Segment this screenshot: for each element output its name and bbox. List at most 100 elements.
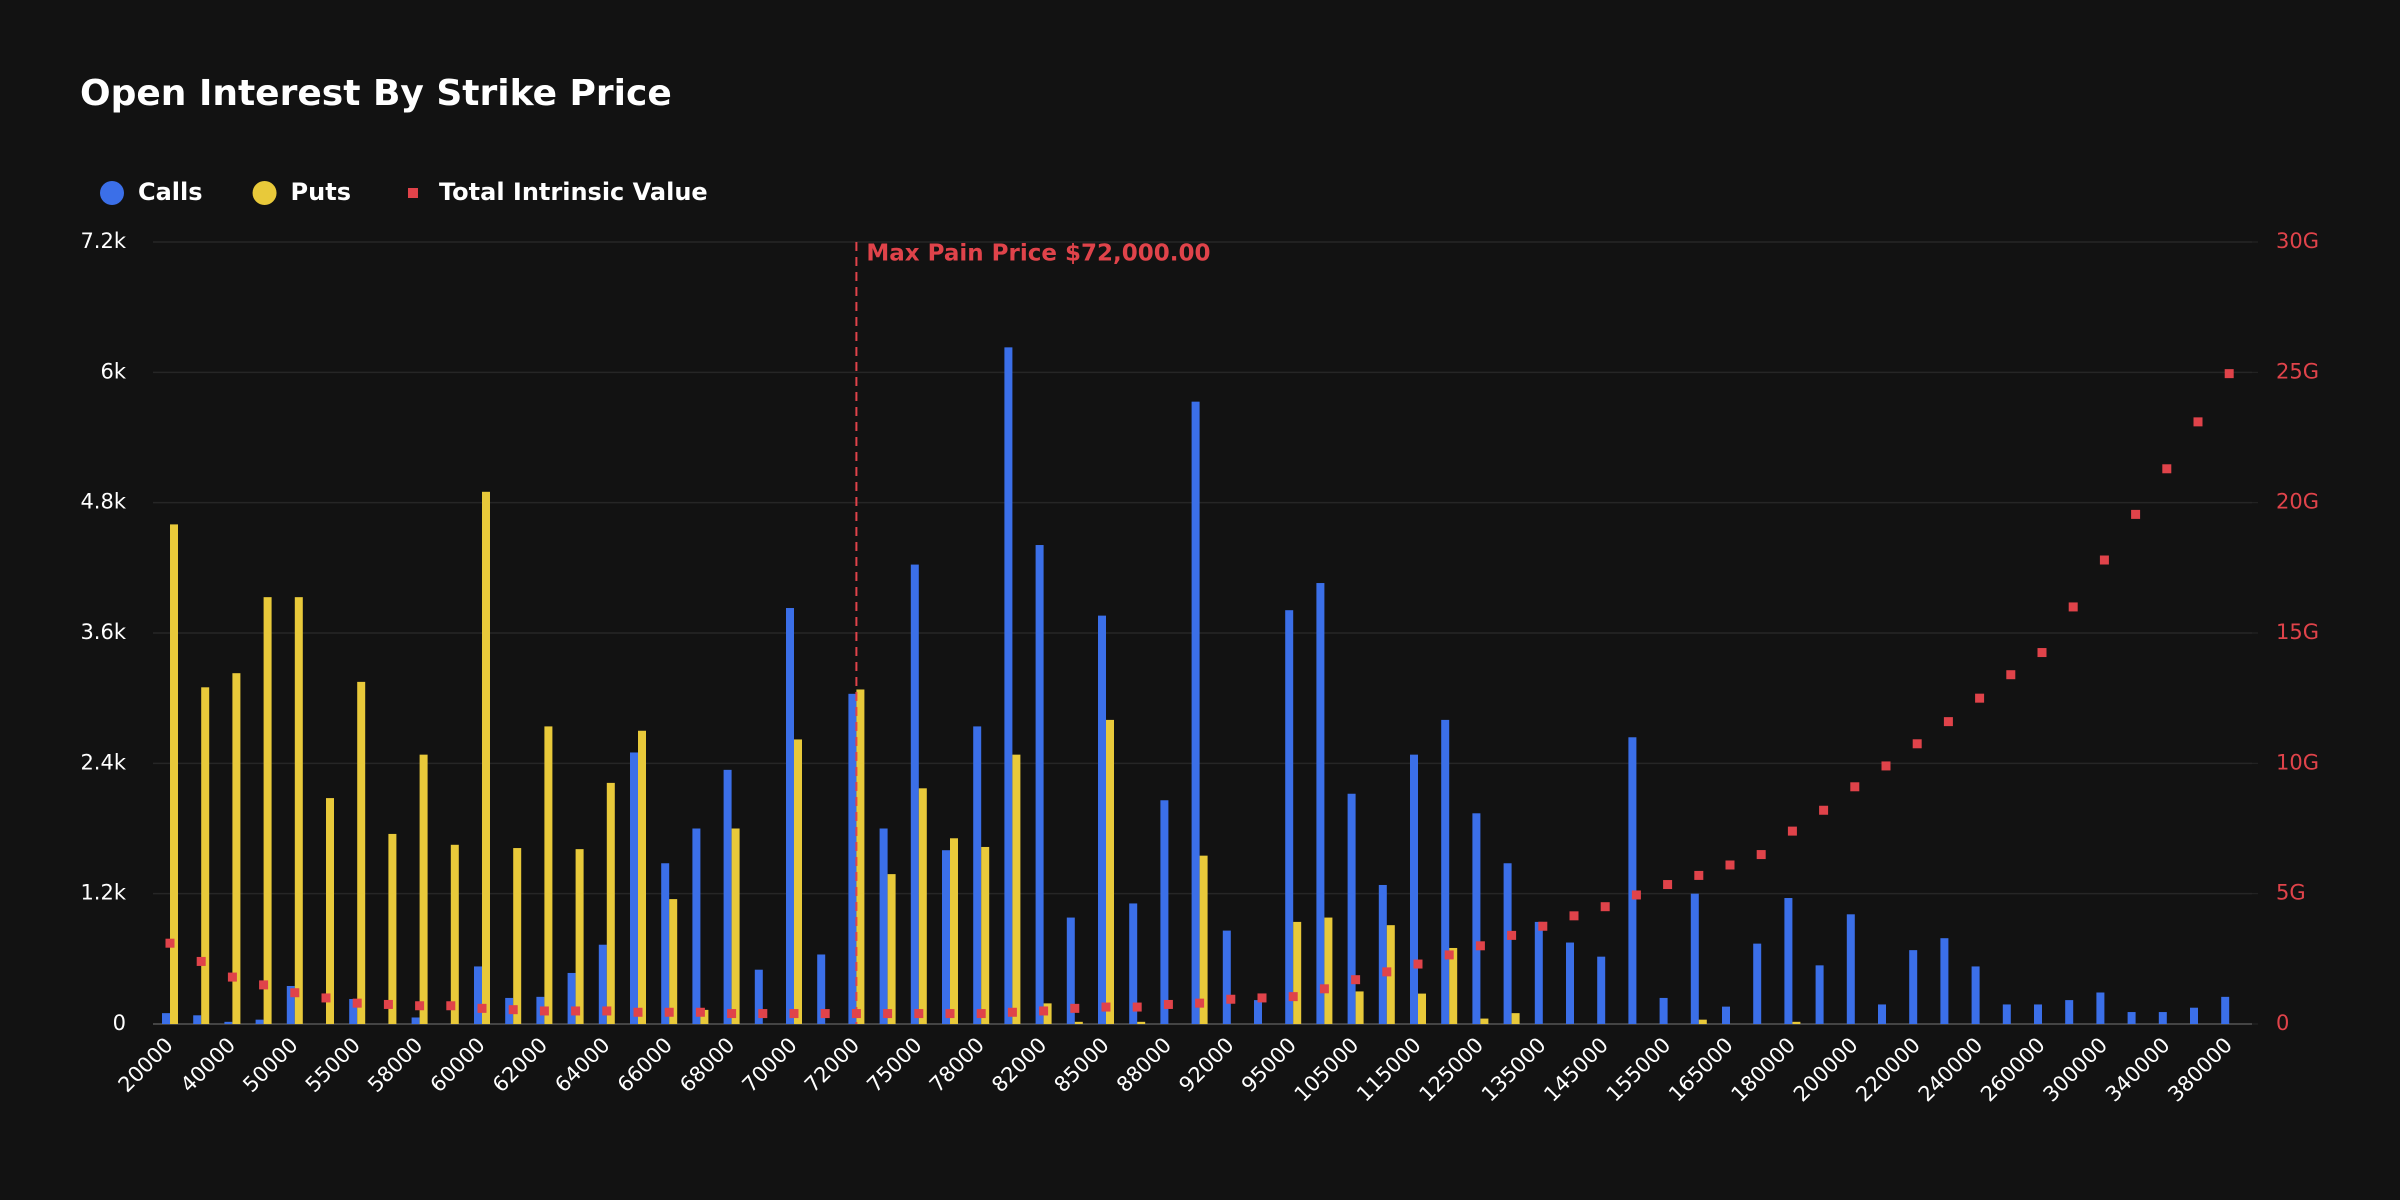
point — [1163, 999, 1173, 1009]
legend-label: Total Intrinsic Value — [439, 178, 708, 206]
y2-tick-label: 10G — [2276, 750, 2319, 774]
point — [758, 1009, 768, 1019]
point — [602, 1006, 612, 1016]
bar — [973, 726, 982, 1024]
point — [1975, 693, 1985, 703]
bar — [1511, 1013, 1520, 1024]
bar — [1878, 1004, 1886, 1024]
bar — [567, 972, 576, 1024]
bar — [1534, 921, 1543, 1024]
y-tick-label: 7.2k — [80, 229, 126, 253]
bar — [1418, 993, 1426, 1024]
point — [352, 998, 362, 1008]
point — [1413, 959, 1423, 969]
bar — [2190, 1007, 2198, 1024]
bar — [201, 687, 210, 1024]
y-tick-label: 1.2k — [80, 881, 126, 905]
bar — [349, 999, 358, 1024]
legend-marker — [100, 181, 124, 205]
legend-label: Calls — [138, 178, 203, 206]
bar — [1441, 719, 1450, 1024]
point — [1351, 975, 1361, 985]
annotation-label: Max Pain Price $72,000.00 — [866, 241, 1210, 267]
bar — [1410, 754, 1418, 1024]
point — [1475, 941, 1485, 951]
point — [2068, 602, 2078, 612]
bar — [1690, 893, 1699, 1024]
y-tick-label: 3.6k — [80, 620, 126, 644]
bar — [817, 954, 826, 1024]
bar — [942, 850, 950, 1024]
y2-tick-label: 5G — [2276, 881, 2306, 905]
point — [446, 1001, 456, 1011]
bar — [1378, 884, 1387, 1024]
point — [321, 993, 331, 1003]
y2-tick-label: 15G — [2276, 620, 2319, 644]
point — [1039, 1006, 1049, 1016]
bar — [513, 848, 522, 1024]
point — [1382, 967, 1392, 977]
point — [1819, 805, 1829, 815]
bar — [1199, 855, 1208, 1024]
point — [1444, 950, 1454, 960]
bar — [1066, 917, 1075, 1024]
point — [259, 980, 269, 990]
bar — [1503, 863, 1512, 1024]
point — [1507, 930, 1517, 940]
bar — [193, 1015, 202, 1024]
point — [1101, 1002, 1111, 1012]
bar — [1698, 1019, 1707, 1024]
bar — [224, 1021, 233, 1024]
point — [1694, 870, 1704, 880]
point — [2193, 417, 2203, 427]
bar — [544, 726, 553, 1024]
bar — [1129, 903, 1138, 1024]
point — [727, 1009, 737, 1019]
bar — [1792, 1021, 1801, 1024]
point — [1600, 902, 1610, 912]
legend-marker — [407, 188, 418, 198]
bar — [1753, 943, 1762, 1024]
bar — [1566, 942, 1574, 1024]
point — [1725, 860, 1735, 870]
y-tick-label: 0 — [113, 1011, 126, 1035]
point — [1631, 890, 1641, 900]
point — [571, 1006, 581, 1016]
bar — [856, 689, 865, 1024]
bar — [1449, 947, 1458, 1024]
bar — [1137, 1021, 1146, 1024]
point — [1943, 717, 1953, 727]
bar — [598, 944, 607, 1024]
point — [1288, 992, 1298, 1002]
point — [165, 938, 175, 948]
bar — [263, 597, 272, 1024]
point — [1756, 850, 1766, 860]
bar — [879, 828, 888, 1024]
bar — [2127, 1012, 2136, 1024]
bar — [1098, 615, 1106, 1024]
point — [1787, 826, 1797, 836]
legend-label: Puts — [291, 178, 351, 206]
bar — [474, 966, 482, 1024]
y2-tick-label: 20G — [2276, 490, 2319, 514]
bar — [754, 969, 763, 1024]
bar — [2221, 996, 2230, 1024]
bar — [1355, 991, 1364, 1024]
point — [2131, 509, 2141, 519]
y-tick-label: 2.4k — [80, 750, 126, 774]
point — [227, 972, 237, 982]
bar — [170, 524, 178, 1024]
bar — [1628, 737, 1637, 1024]
bar — [1472, 813, 1481, 1024]
point — [539, 1006, 549, 1016]
bar — [887, 874, 896, 1024]
point — [196, 956, 206, 966]
point — [633, 1007, 643, 1017]
bar — [419, 754, 428, 1024]
bar — [731, 828, 740, 1024]
bar — [294, 597, 303, 1024]
bar — [1035, 545, 1044, 1024]
bar — [1012, 754, 1021, 1024]
point — [1226, 994, 1236, 1004]
